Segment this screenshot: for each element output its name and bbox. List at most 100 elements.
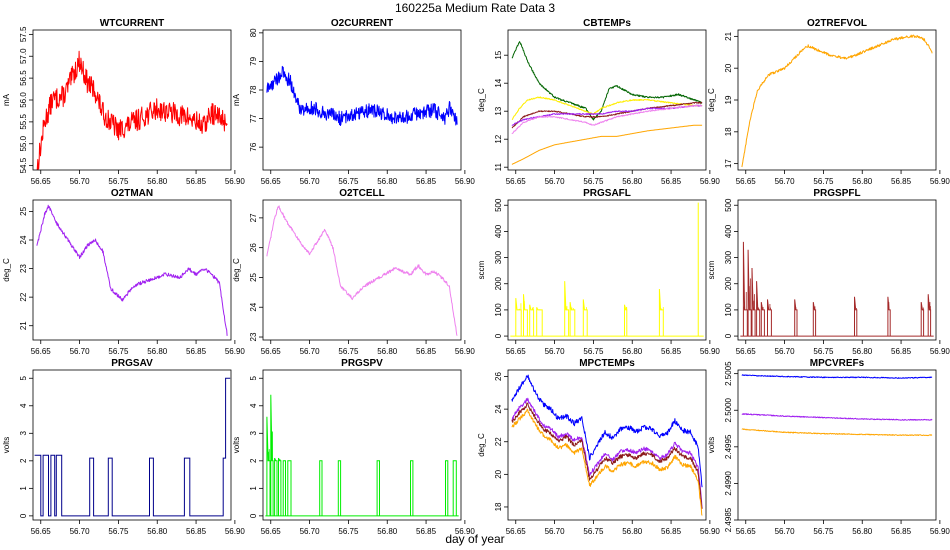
y-tick-label: 4 [19, 403, 28, 408]
y-tick-label: 2.4985 [724, 507, 733, 532]
series-pulse [927, 294, 932, 337]
y-axis-label: sccm [707, 260, 716, 279]
x-tick-label: 56.80 [377, 177, 398, 186]
x-tick-label: 56.85 [186, 347, 207, 356]
y-tick-label: 18 [494, 502, 503, 511]
series-line-blue [741, 374, 933, 379]
y-tick-label: 22 [494, 437, 503, 446]
y-tick-label: 56.0 [19, 92, 28, 108]
x-tick-label: 56.80 [852, 527, 873, 536]
x-tick-label: 56.70 [70, 177, 91, 186]
figure-title: 160225a Medium Rate Data 3 [395, 1, 555, 15]
y-axis-label: deg_C [477, 433, 486, 457]
x-tick-label: 56.90 [455, 347, 476, 356]
panel-prgsav: PRGSAV volts 56.65 56.70 56.75 56.80 56.85 56.9… [2, 358, 245, 536]
y-axis-label: deg_C [477, 88, 486, 112]
x-tick-label: 56.85 [186, 527, 207, 536]
x-tick-label: 56.65 [31, 347, 52, 356]
plot-area [511, 41, 703, 165]
y-tick-label: 22 [19, 292, 28, 301]
y-axis-label: deg_C [232, 258, 241, 282]
x-tick-label: 56.90 [930, 177, 950, 186]
x-tick-label: 56.70 [545, 527, 566, 536]
panel-title: O2TMAN [111, 188, 153, 199]
x-tick-label: 56.75 [338, 347, 359, 356]
series-line-purple [511, 397, 703, 509]
plot-frame [262, 369, 462, 521]
plot-frame [32, 369, 232, 521]
plot-frame [262, 29, 462, 171]
panel-prgspfl: PRGSPFL sccm 56.65 56.70 56.75 56.80 56.85 56.9… [707, 188, 950, 356]
plot-frame [32, 199, 232, 341]
y-tick-label: 54.5 [19, 157, 28, 173]
plot-frame [262, 199, 462, 341]
series-line-orange [511, 124, 703, 165]
panel-title: PRGSAFL [583, 188, 631, 199]
series-pulse [569, 302, 576, 337]
x-tick-label: 56.75 [583, 177, 604, 186]
y-tick-label: 20 [724, 63, 733, 72]
y-axis-label: volts [707, 437, 716, 453]
x-tick-label: 56.90 [225, 177, 246, 186]
y-tick-label: 300 [724, 250, 733, 264]
plot-area [266, 205, 458, 336]
x-tick-label: 56.80 [622, 347, 643, 356]
x-tick-label: 56.75 [108, 347, 129, 356]
x-tick-label: 56.80 [852, 347, 873, 356]
y-tick-label: 21 [724, 31, 733, 40]
y-tick-label: 200 [494, 277, 503, 291]
x-tick-label: 56.75 [583, 347, 604, 356]
y-tick-label: 21 [19, 321, 28, 330]
y-tick-label: 5 [19, 375, 28, 380]
x-tick-label: 56.65 [736, 347, 757, 356]
series-line-O2TCELL [266, 205, 458, 336]
plot-area [265, 394, 459, 517]
x-tick-label: 56.75 [813, 347, 834, 356]
x-tick-label: 56.65 [261, 347, 282, 356]
x-tick-label: 56.70 [545, 177, 566, 186]
series-pulse [742, 241, 748, 337]
y-tick-label: 2.4990 [724, 471, 733, 496]
panel-wtcurrent: WTCURRENT mA 56.65 56.70 56.75 56.80 56.85 56.9… [2, 18, 245, 186]
x-tick-label: 56.75 [108, 177, 129, 186]
plot-area [34, 377, 231, 517]
y-tick-label: 2 [19, 458, 28, 463]
series-pulse [266, 416, 271, 516]
x-tick-label: 56.85 [891, 527, 912, 536]
x-tick-label: 56.85 [416, 347, 437, 356]
y-tick-label: 23 [249, 332, 258, 341]
y-tick-label: 25 [249, 272, 258, 281]
y-tick-label: 55.5 [19, 114, 28, 130]
panel-prgsafl: PRGSAFL sccm 56.65 56.70 56.75 56.80 56.85 56.9… [477, 188, 720, 356]
series-pulse [582, 299, 588, 337]
x-tick-label: 56.70 [545, 347, 566, 356]
x-tick-label: 56.90 [930, 347, 950, 356]
x-tick-label: 56.65 [31, 177, 52, 186]
x-tick-label: 56.75 [813, 177, 834, 186]
panel-title: CBTEMPs [583, 18, 631, 29]
y-tick-label: 20 [494, 469, 503, 478]
y-tick-label: 0 [249, 513, 258, 518]
plot-area [266, 65, 458, 126]
x-tick-label: 56.70 [775, 177, 796, 186]
plot-area [36, 50, 228, 170]
series-pulse [376, 460, 380, 516]
series-pulse [452, 460, 457, 516]
y-tick-label: 2.5000 [724, 397, 733, 422]
y-tick-label: 2.5005 [724, 361, 733, 386]
series-line-yellow [511, 96, 703, 120]
y-tick-label: 4 [249, 403, 258, 408]
x-tick-label: 56.90 [700, 347, 721, 356]
x-tick-label: 56.65 [261, 177, 282, 186]
y-axis-label: mA [2, 93, 11, 106]
panel-cbtemps: CBTEMPs deg_C 56.65 56.70 56.75 56.80 56.85 56.… [477, 18, 720, 186]
y-tick-label: 76 [249, 142, 258, 151]
series-line-PRGSAV [34, 377, 231, 517]
series-pulse [319, 460, 323, 516]
series-pulse [410, 460, 414, 516]
y-axis-label: deg_C [2, 258, 11, 282]
panel-o2tcell: O2TCELL deg_C 56.65 56.70 56.75 56.80 56.85 56.… [232, 188, 475, 356]
series-pulse [529, 304, 535, 337]
x-tick-label: 56.85 [416, 177, 437, 186]
y-tick-label: 13 [494, 106, 503, 115]
